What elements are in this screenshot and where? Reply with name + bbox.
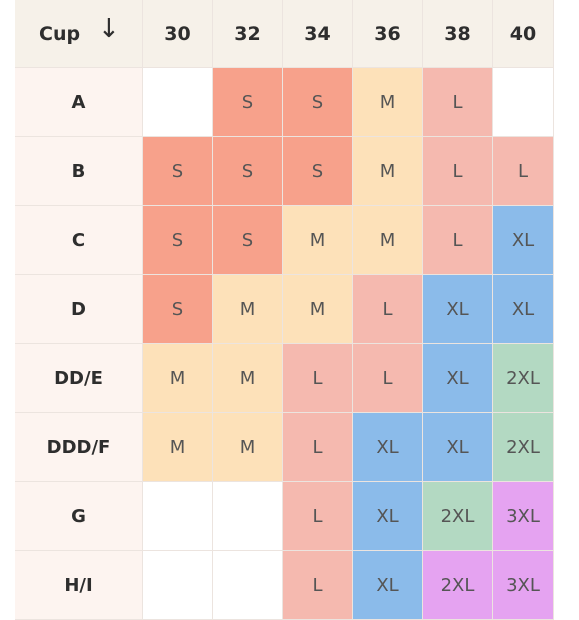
column-header: 36 (353, 0, 423, 68)
row-header: G (15, 482, 143, 551)
size-cell: S (213, 68, 283, 137)
size-cell: L (283, 413, 353, 482)
size-cell: 2XL (423, 482, 493, 551)
size-cell: S (213, 206, 283, 275)
row-header: DDD/F (15, 413, 143, 482)
empty-cell (213, 482, 283, 551)
corner-label: Cup (39, 22, 81, 45)
size-cell: L (423, 206, 493, 275)
size-cell: L (283, 482, 353, 551)
row-header: C (15, 206, 143, 275)
size-cell: L (283, 344, 353, 413)
empty-cell (493, 68, 554, 137)
size-cell: XL (493, 275, 554, 344)
size-cell: L (493, 137, 554, 206)
size-cell: XL (353, 413, 423, 482)
page: {"table": { "corner": "Cup", "sort_icon"… (15, 0, 554, 620)
size-cell: M (213, 413, 283, 482)
size-cell: 2XL (493, 413, 554, 482)
size-cell: M (143, 413, 213, 482)
size-cell: M (213, 275, 283, 344)
empty-cell (213, 551, 283, 620)
size-cell: XL (423, 344, 493, 413)
size-cell: L (423, 68, 493, 137)
row-header: B (15, 137, 143, 206)
size-cell: S (143, 275, 213, 344)
size-cell: M (353, 137, 423, 206)
empty-cell (143, 551, 213, 620)
corner-header: Cup (15, 0, 143, 68)
size-cell: M (143, 344, 213, 413)
empty-cell (143, 482, 213, 551)
empty-cell (143, 68, 213, 137)
column-header: 40 (493, 0, 554, 68)
size-cell: L (353, 275, 423, 344)
column-header: 32 (213, 0, 283, 68)
size-cell: S (283, 68, 353, 137)
size-cell: 2XL (423, 551, 493, 620)
row-header: D (15, 275, 143, 344)
size-cell: L (423, 137, 493, 206)
column-header: 30 (143, 0, 213, 68)
column-header: 34 (283, 0, 353, 68)
size-cell: S (213, 137, 283, 206)
size-cell: M (283, 206, 353, 275)
size-cell: M (353, 206, 423, 275)
size-cell: XL (353, 482, 423, 551)
size-cell: S (283, 137, 353, 206)
size-cell: 2XL (493, 344, 554, 413)
row-header: DD/E (15, 344, 143, 413)
row-header: A (15, 68, 143, 137)
size-cell: 3XL (493, 551, 554, 620)
column-header: 38 (423, 0, 493, 68)
size-cell: 3XL (493, 482, 554, 551)
size-cell: S (143, 206, 213, 275)
size-cell: XL (423, 275, 493, 344)
size-cell: XL (423, 413, 493, 482)
row-header: H/I (15, 551, 143, 620)
size-cell: M (283, 275, 353, 344)
size-cell: L (353, 344, 423, 413)
size-cell: L (283, 551, 353, 620)
size-cell: M (213, 344, 283, 413)
size-cell: S (143, 137, 213, 206)
size-cell: XL (353, 551, 423, 620)
size-cell: M (353, 68, 423, 137)
sort-icon[interactable]: ↓ (98, 14, 120, 44)
size-cell: XL (493, 206, 554, 275)
